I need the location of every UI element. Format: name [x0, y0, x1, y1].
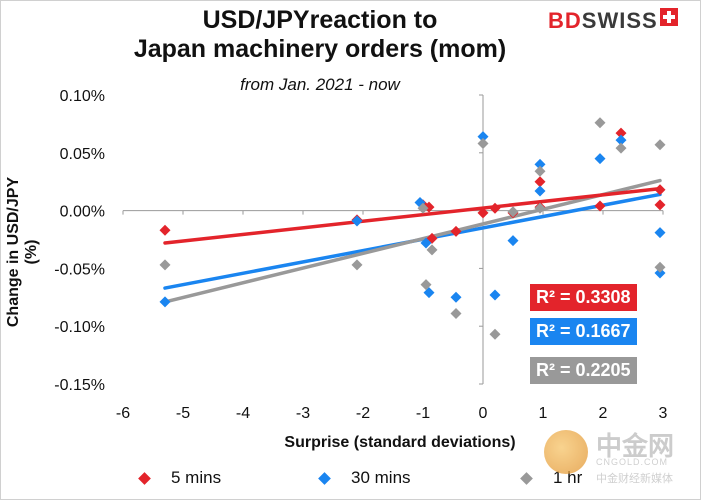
- scatter-point: [534, 158, 546, 170]
- scatter-point: [159, 296, 171, 308]
- y-tick-label: -0.05%: [54, 261, 105, 278]
- scatter-point: [615, 142, 627, 154]
- bdswiss-logo: BD SWISS: [548, 8, 678, 34]
- x-tick-label: 1: [539, 405, 548, 422]
- scatter-point: [534, 176, 546, 188]
- x-tick-label: -5: [176, 405, 190, 422]
- scatter-point: [159, 259, 171, 271]
- scatter-point: [594, 200, 606, 212]
- title-line-2: Japan machinery orders (mom): [133, 35, 507, 63]
- scatter-point: [450, 291, 462, 303]
- legend-label-30min: 30 mins: [351, 468, 411, 487]
- scatter-point: [159, 224, 171, 236]
- scatter-point: [489, 328, 501, 340]
- cngold-watermark: 中金网 CNGOLD.COM 中金财经新媒体: [540, 424, 690, 490]
- legend-marker-red: [138, 471, 151, 485]
- r2-label-30min: R² = 0.1667: [530, 318, 637, 345]
- watermark-en: CNGOLD.COM: [596, 457, 669, 467]
- swiss-cross-icon: [659, 8, 678, 26]
- scatter-point: [450, 225, 462, 237]
- scatter-point: [654, 184, 666, 196]
- scatter-point: [654, 267, 666, 279]
- x-tick-label: -1: [416, 405, 430, 422]
- scatter-point: [507, 235, 519, 247]
- legend-marker-gray: [520, 471, 533, 485]
- scatter-point: [654, 199, 666, 211]
- r2-label-1hr: R² = 0.2205: [530, 357, 637, 384]
- scatter-point: [489, 202, 501, 214]
- trendline: [163, 186, 662, 245]
- title-line-1: USD/JPYreaction to: [202, 6, 438, 34]
- legend-item-5min: 5 mins: [138, 468, 222, 488]
- logo-swiss-text: SWISS: [581, 8, 658, 33]
- scatter-point: [594, 117, 606, 129]
- legend-marker-blue: [318, 471, 331, 485]
- scatter-point: [351, 259, 363, 271]
- x-tick-label: 2: [599, 405, 608, 422]
- data-points: [159, 117, 666, 340]
- y-tick-label: 0.00%: [60, 204, 105, 221]
- watermark-sub: 中金财经新媒体: [596, 472, 673, 485]
- scatter-point: [417, 202, 429, 214]
- x-tick-label: -6: [116, 405, 130, 422]
- x-tick-label: -3: [296, 405, 310, 422]
- scatter-point: [351, 215, 363, 227]
- x-tick-label: 0: [479, 405, 488, 422]
- scatter-point: [477, 138, 489, 150]
- x-tick-label: 3: [659, 405, 668, 422]
- scatter-point: [534, 185, 546, 197]
- scatter-point: [654, 261, 666, 273]
- y-tick-label: -0.15%: [54, 377, 105, 394]
- y-tick-label: 0.05%: [60, 146, 105, 163]
- scatter-point: [507, 206, 519, 218]
- scatter-point: [450, 307, 462, 319]
- scatter-point: [594, 153, 606, 165]
- scatter-point: [426, 244, 438, 256]
- chart-title: USD/JPYreaction to Japan machinery order…: [90, 6, 550, 64]
- r2-label-5min: R² = 0.3308: [530, 284, 637, 311]
- trendlines: [163, 178, 662, 304]
- legend-item-30min: 30 mins: [318, 468, 411, 488]
- x-axis-label: Surprise (standard deviations): [284, 434, 516, 451]
- logo-bd-text: BD: [548, 8, 582, 33]
- trendline: [163, 178, 662, 304]
- scatter-point: [423, 287, 435, 299]
- x-tick-label: -2: [356, 405, 370, 422]
- scatter-point: [489, 289, 501, 301]
- scatter-point: [420, 279, 432, 291]
- scatter-point: [477, 131, 489, 143]
- legend-label-5min: 5 mins: [171, 468, 222, 487]
- scatter-point: [534, 165, 546, 177]
- y-tick-label: 0.10%: [60, 88, 105, 105]
- scatter-point: [534, 202, 546, 214]
- chart-subtitle: from Jan. 2021 - now: [240, 75, 400, 94]
- scatter-point: [420, 237, 432, 249]
- scatter-point: [654, 139, 666, 151]
- cngold-logo-icon: [544, 430, 588, 474]
- x-tick-label: -4: [236, 405, 250, 422]
- scatter-point: [654, 227, 666, 239]
- y-tick-label: -0.10%: [54, 319, 105, 336]
- watermark-cn: 中金网: [596, 432, 675, 462]
- scatter-point: [615, 127, 627, 139]
- scatter-point: [477, 207, 489, 219]
- scatter-point: [615, 134, 627, 146]
